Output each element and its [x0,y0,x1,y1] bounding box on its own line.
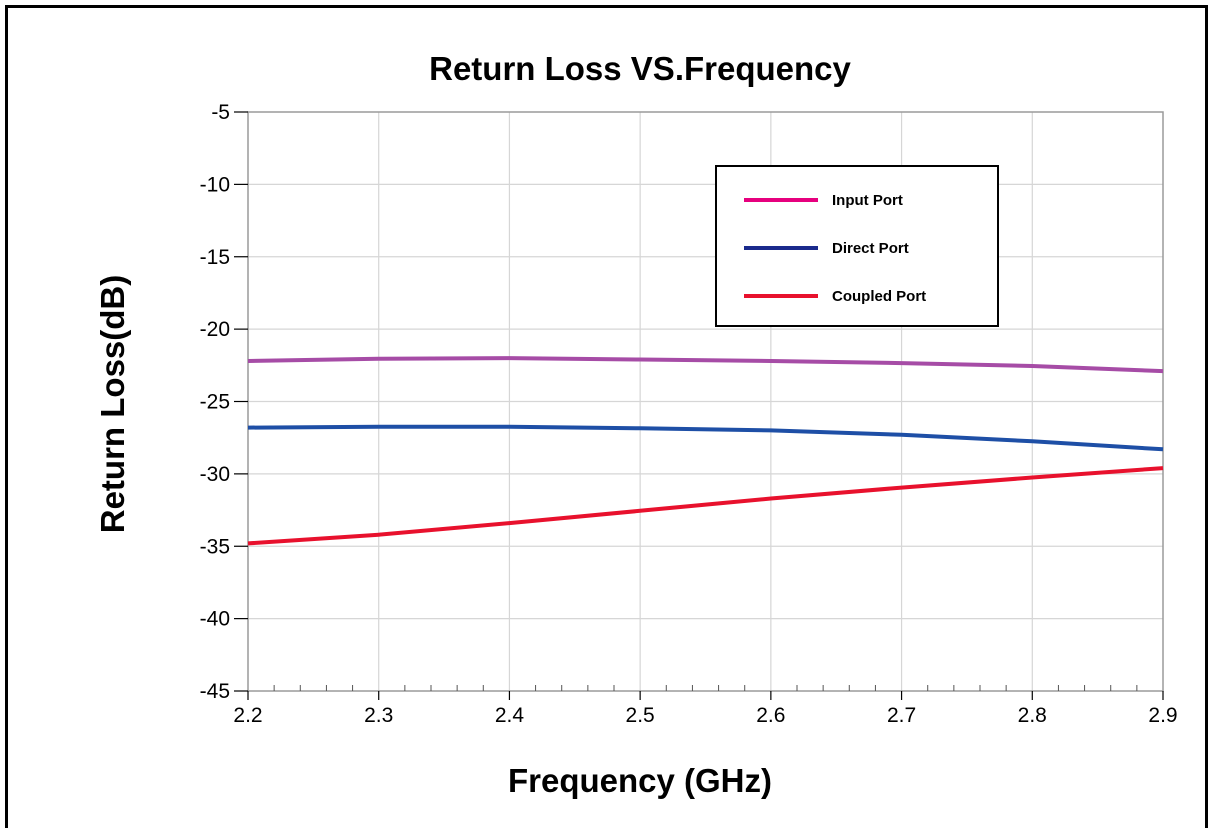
series-line-input-port [247,356,1164,374]
x-axis-title: Frequency (GHz) [508,762,772,799]
series-line-direct-port [247,424,1164,452]
legend-label: Coupled Port [832,288,926,305]
y-tick-label: -15 [200,246,230,269]
y-tick-label: -25 [200,391,230,414]
chart-title: Return Loss VS.Frequency [429,50,851,87]
x-tick-label: 2.4 [495,704,525,727]
legend-label: Direct Port [832,240,909,257]
grid [248,112,1163,691]
legend-label: Input Port [832,192,903,209]
x-tick-label: 2.7 [887,704,916,727]
series-lines [247,356,1164,546]
series-line-coupled-port [247,466,1164,546]
x-tick-label: 2.3 [364,704,393,727]
y-tick-label: -40 [200,608,230,631]
x-tick-label: 2.5 [626,704,655,727]
x-tick-label: 2.9 [1148,704,1177,727]
y-tick-label: -45 [200,680,230,703]
y-tick-label: -30 [200,463,230,486]
x-tick-label: 2.8 [1018,704,1047,727]
legend: Input Port Direct Port Coupled Port [715,165,999,327]
axes: 2.2 2.3 2.4 2.5 2.6 2.7 2.8 2.9 -5 -10 -15 -20 -25 -3… [200,101,1178,727]
x-tick-label: 2.2 [233,704,262,727]
x-tick-label: 2.6 [756,704,785,727]
y-axis-title: Return Loss(dB) [94,275,131,534]
y-tick-label: -10 [200,173,230,196]
y-tick-label: -5 [211,101,230,124]
y-tick-label: -20 [200,318,230,341]
y-tick-label: -35 [200,535,230,558]
